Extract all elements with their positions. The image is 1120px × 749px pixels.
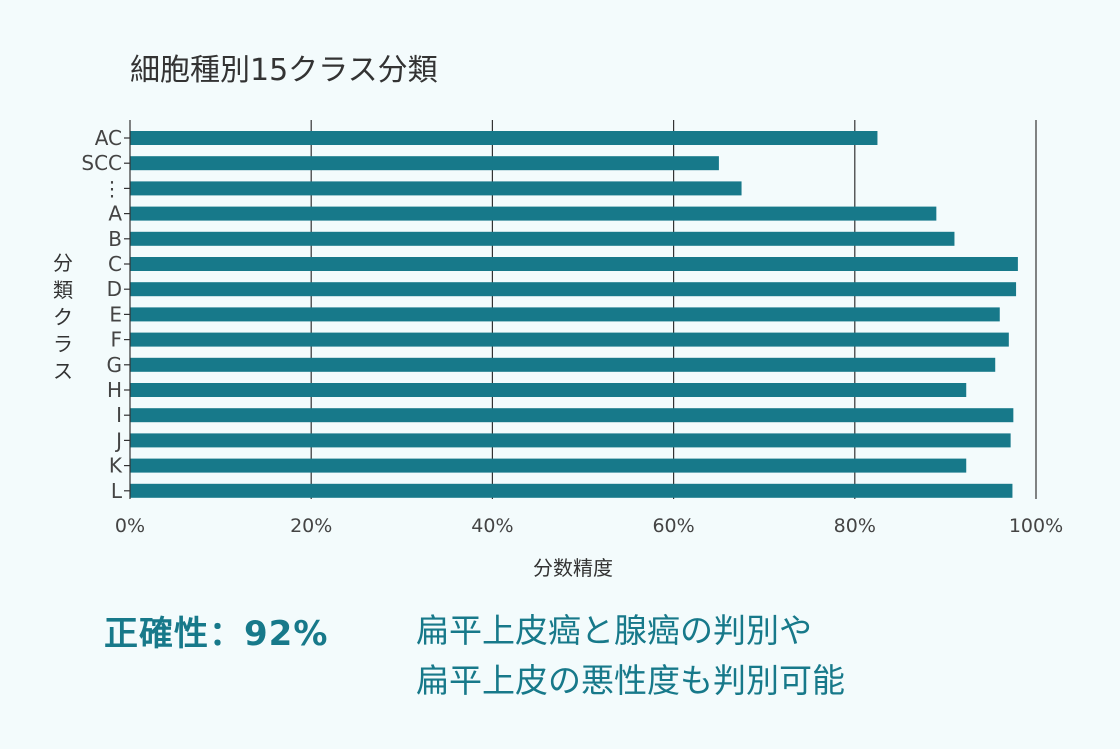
- bar-2: [130, 181, 742, 196]
- bar-5: [130, 257, 1018, 271]
- axes: [124, 120, 131, 499]
- y-axis-label: 分類クラス: [53, 251, 73, 383]
- bar-11: [130, 408, 1014, 423]
- x-tick-label: 20%: [290, 515, 332, 537]
- summary-line-1: 扁平上皮癌と腺癌の判別や: [416, 611, 812, 650]
- summary-line-2: 扁平上皮の悪性度も判別可能: [416, 661, 845, 700]
- x-axis-label: 分数精度: [533, 556, 613, 580]
- category-label: J: [114, 428, 122, 452]
- bar-8: [130, 332, 1009, 347]
- summary: 正確性：92% 扁平上皮癌と腺癌の判別や 扁平上皮の悪性度も判別可能: [104, 606, 845, 706]
- bar-10: [130, 383, 967, 397]
- category-label: C: [108, 252, 122, 276]
- bar-13: [130, 458, 967, 473]
- x-tick-label: 0%: [115, 515, 145, 537]
- x-tick-label: 80%: [834, 515, 876, 537]
- category-label: D: [107, 277, 122, 301]
- category-label: E: [109, 302, 122, 326]
- accuracy-label: 正確性：92%: [104, 614, 329, 654]
- x-tick-label: 100%: [1009, 515, 1063, 537]
- bar-7: [130, 307, 1000, 322]
- category-label: L: [111, 479, 123, 503]
- summary-description: 扁平上皮癌と腺癌の判別や 扁平上皮の悪性度も判別可能: [416, 606, 845, 706]
- x-tick-labels: 0% 20% 40% 60% 80% 100%: [115, 515, 1063, 537]
- bar-1: [130, 156, 719, 171]
- category-label: I: [116, 403, 122, 427]
- bar-4: [130, 231, 955, 246]
- category-label: AC: [95, 126, 122, 150]
- x-tick-label: 40%: [471, 515, 513, 537]
- category-label: G: [107, 353, 123, 377]
- bars: [130, 131, 1018, 498]
- category-label: F: [110, 328, 122, 352]
- bar-12: [130, 433, 1011, 448]
- bar-9: [130, 357, 996, 372]
- bar-3: [130, 206, 937, 221]
- category-label: H: [107, 378, 122, 402]
- bar-6: [130, 282, 1017, 297]
- category-label: K: [109, 454, 123, 478]
- x-tick-label: 60%: [652, 515, 694, 537]
- category-label: B: [108, 227, 122, 251]
- bar-14: [130, 483, 1013, 498]
- category-label: SCC: [81, 151, 122, 175]
- category-label: ⋮: [102, 176, 122, 200]
- bar-0: [130, 131, 878, 145]
- category-label: A: [108, 202, 122, 226]
- chart-title: 細胞種別15クラス分類: [130, 53, 438, 88]
